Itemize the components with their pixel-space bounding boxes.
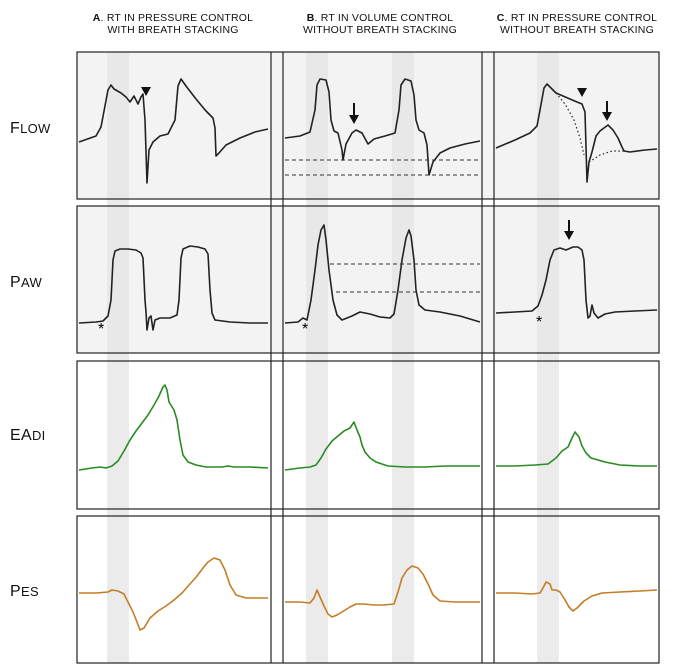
shaded-band-c <box>537 52 559 663</box>
column-letter: B <box>306 12 315 24</box>
row-label-rest: ES <box>20 584 39 599</box>
divider-gap <box>272 200 282 205</box>
pes-panel-border <box>76 515 660 664</box>
column-header-b: B. RT IN VOLUME CONTROL WITHOUT BREATH S… <box>280 12 480 36</box>
column-title-line2: WITHOUT BREATH STACKING <box>500 24 654 36</box>
divider-gap <box>272 354 282 360</box>
flow-trace-a <box>78 78 269 184</box>
column-title-line1: RT IN VOLUME CONTROL <box>320 12 454 24</box>
flow-dotted-line <box>555 92 585 156</box>
flow-trace-b <box>284 78 481 176</box>
paw-trace-c <box>495 246 658 319</box>
column-title-line2: WITH BREATH STACKING <box>107 24 239 36</box>
row-label-initial: EA <box>10 427 32 444</box>
column-header-c: C. RT IN PRESSURE CONTROL WITHOUT BREATH… <box>484 12 670 36</box>
column-letter: A <box>92 12 101 24</box>
paw-trace-b <box>284 224 481 324</box>
paw-trace-a <box>78 245 268 331</box>
row-label-rest: DI <box>31 428 46 443</box>
shaded-band-b1 <box>306 52 328 663</box>
divider-gap <box>483 354 493 360</box>
shaded-band-a <box>107 52 129 663</box>
column-header-a: A. RT IN PRESSURE CONTROL WITH BREATH ST… <box>78 12 268 36</box>
shaded-band-b2 <box>392 52 414 663</box>
arrowhead-marker-icon <box>577 88 587 97</box>
divider-gap <box>272 510 282 515</box>
flow-trace-c <box>495 83 658 183</box>
divider-gap <box>483 200 493 205</box>
row-label-flow: FLOW <box>10 120 51 138</box>
row-label-pes: PES <box>10 583 39 601</box>
asterisk-marker: * <box>302 321 308 338</box>
eadi-trace-c <box>496 431 657 467</box>
column-title-line1: RT IN PRESSURE CONTROL <box>106 12 254 24</box>
eadi-panel-border <box>76 360 660 510</box>
pes-trace-c <box>496 581 658 612</box>
row-label-initial: P <box>10 274 21 291</box>
down-arrow-icon <box>349 103 359 124</box>
column-title-line2: WITHOUT BREATH STACKING <box>303 24 457 36</box>
column-letter: C <box>496 12 505 24</box>
down-arrow-icon <box>602 101 612 121</box>
row-label-initial: P <box>10 583 21 600</box>
row-label-initial: F <box>10 120 21 137</box>
pes-trace-a <box>79 557 268 631</box>
paw-panel-bg <box>77 206 659 353</box>
column-title-line1: RT IN PRESSURE CONTROL <box>510 12 658 24</box>
asterisk-marker: * <box>536 314 542 331</box>
row-label-paw: PAW <box>10 274 42 292</box>
row-label-rest: LOW <box>20 121 51 136</box>
flow-panel-bg <box>77 52 659 199</box>
row-label-rest: AW <box>20 275 43 290</box>
down-arrow-icon <box>564 220 574 240</box>
eadi-trace-a <box>78 384 269 471</box>
pes-trace-b <box>285 565 480 618</box>
eadi-trace-b <box>284 421 480 471</box>
divider-gap <box>483 510 493 515</box>
row-label-eadi: EADI <box>10 427 46 445</box>
paw-panel-border <box>76 205 660 354</box>
asterisk-marker: * <box>98 321 104 338</box>
flow-panel-border <box>76 51 660 200</box>
arrowhead-marker-icon <box>141 87 151 96</box>
